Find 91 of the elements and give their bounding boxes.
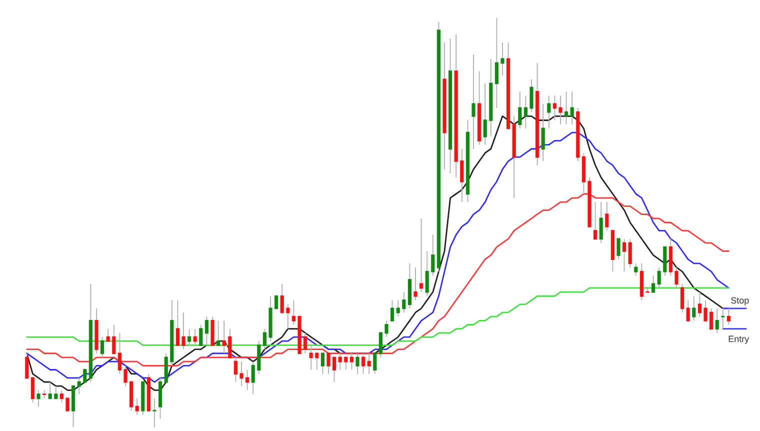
- candlestick: [251, 361, 255, 395]
- candlestick: [710, 308, 714, 330]
- candlestick: [558, 95, 562, 125]
- candlestick: [228, 328, 232, 358]
- candlestick: [36, 390, 40, 408]
- candlestick: [274, 295, 278, 310]
- candlestick: [66, 398, 70, 412]
- candlestick: [698, 292, 702, 318]
- series-label: Entry: [728, 334, 750, 344]
- candlestick: [83, 369, 87, 383]
- candlestick: [616, 238, 620, 260]
- candlestick: [309, 344, 313, 370]
- candlestick: [152, 398, 156, 428]
- candlestick: [530, 78, 534, 113]
- candlestick: [541, 103, 545, 162]
- candlestick: [483, 82, 487, 146]
- candlestick: [234, 356, 238, 383]
- candlestick: [246, 369, 250, 391]
- candlestick: [338, 352, 342, 370]
- candlestick: [112, 324, 116, 354]
- candlestick: [721, 308, 725, 330]
- candlestick: [25, 352, 29, 379]
- candlestick: [332, 356, 336, 383]
- candlestick: [280, 283, 284, 314]
- candlestick: [350, 352, 354, 370]
- candlestick: [704, 300, 708, 322]
- candlestick: [518, 91, 522, 129]
- candlestick: [594, 202, 598, 240]
- candlestick: [176, 300, 180, 346]
- candlestick: [622, 238, 626, 272]
- candlestick: [460, 148, 464, 203]
- candlestick: [193, 328, 197, 346]
- candlestick: [524, 95, 528, 129]
- candlestick: [715, 308, 719, 334]
- candlestick: [547, 95, 551, 129]
- candlestick: [320, 352, 324, 374]
- candlestick: [182, 312, 186, 350]
- candlestick: [204, 316, 208, 346]
- candlestick: [199, 324, 203, 346]
- candlestick: [652, 275, 656, 293]
- candlestick: [240, 361, 244, 387]
- candlestick: [48, 382, 52, 400]
- candlestick: [286, 304, 290, 330]
- candlestick: [396, 300, 400, 318]
- candlestick: [552, 95, 556, 121]
- candlestick: [674, 266, 678, 288]
- candlestick: [634, 262, 638, 276]
- candlestick: [292, 300, 296, 326]
- candlestick: [378, 332, 382, 358]
- candlestick: [135, 398, 139, 416]
- candlestick: [686, 300, 690, 322]
- candlestick: [77, 377, 81, 395]
- candlestick: [692, 296, 696, 322]
- candlestick: [188, 328, 192, 346]
- candlestick: [60, 390, 64, 403]
- candlestick: [384, 320, 388, 338]
- candlestick: [599, 202, 603, 244]
- candlestick: [390, 300, 394, 322]
- candlestick: [570, 91, 574, 125]
- candlestick: [356, 352, 360, 374]
- candlestick: [425, 250, 429, 297]
- candlestick: [100, 336, 104, 358]
- candlestick: [726, 308, 730, 326]
- candlestick: [431, 234, 435, 276]
- candlestick: [420, 218, 424, 293]
- candlestick: [118, 332, 122, 374]
- candlestick: [564, 91, 568, 125]
- candlestick: [106, 328, 110, 342]
- candlestick: [414, 266, 418, 301]
- candlestick: [315, 352, 319, 370]
- candlestick: [362, 352, 366, 374]
- candlestick: [680, 283, 684, 313]
- candlestick: [605, 202, 609, 232]
- candlestick: [500, 42, 504, 76]
- candlestick: [216, 320, 220, 346]
- candlestick: [304, 332, 308, 354]
- candlestick: [402, 292, 406, 313]
- candlestick: [657, 266, 661, 288]
- candlestick: [344, 356, 348, 370]
- candlestick: [54, 386, 58, 400]
- candlestick: [373, 352, 377, 374]
- candlestick: [628, 238, 632, 268]
- candlestick: [124, 365, 128, 387]
- candlestick: [222, 320, 226, 354]
- candlestick: [472, 54, 476, 150]
- candlestick: [326, 352, 330, 374]
- candlestick: [30, 377, 34, 403]
- candlestick: [494, 18, 498, 108]
- candlestick: [262, 328, 266, 350]
- candlestick: [367, 352, 371, 374]
- series-label: Stop: [730, 295, 750, 306]
